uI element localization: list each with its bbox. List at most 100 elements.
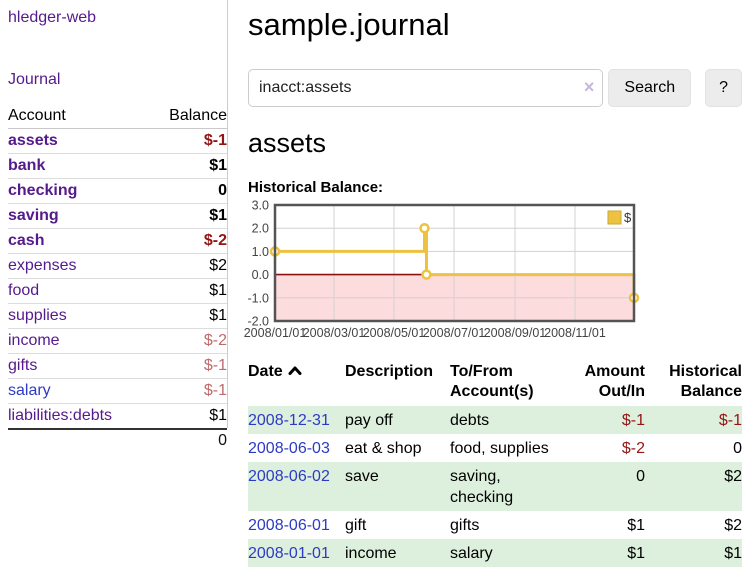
x-axis-tick-label: 2008/05/01	[363, 326, 426, 340]
search-help-button[interactable]: ?	[705, 69, 742, 107]
legend-label: $	[624, 210, 632, 225]
account-row: supplies $1	[8, 303, 227, 329]
sidebar-item-journal[interactable]: Journal	[8, 71, 61, 88]
account-balance: $-1	[148, 353, 227, 379]
account-balance: $1	[209, 407, 227, 424]
register-header-row: Date Description To/From Account(s) Amou…	[248, 360, 742, 406]
transaction-amount: 0	[636, 468, 645, 485]
account-name-cell: supplies	[8, 303, 149, 329]
balance-column-header: Balance	[148, 104, 227, 129]
chart-title: Historical Balance:	[248, 179, 384, 196]
register-row: 2008-06-03 eat & shop food, supplies $-2 0	[248, 434, 742, 462]
account-row: bank $1	[8, 153, 227, 179]
y-axis-tick-label: 0.0	[252, 268, 269, 282]
account-row: food $1	[8, 278, 227, 304]
account-balance: $1	[148, 203, 227, 229]
search-form: × Search ?	[248, 69, 742, 107]
y-axis-tick-label: 1.0	[252, 245, 269, 259]
account-column-header: Account	[8, 104, 149, 129]
x-axis-tick-label: 2008/09/01	[484, 326, 547, 340]
transaction-date-cell: 2008-12-31	[248, 406, 345, 434]
account-name-cell: gifts	[8, 353, 149, 379]
transaction-balance: $1	[724, 545, 742, 562]
clear-search-icon[interactable]: ×	[583, 77, 595, 97]
sidebar-account-link[interactable]: supplies	[8, 307, 67, 324]
search-button[interactable]: Search	[608, 69, 692, 107]
account-balance: $1	[148, 303, 227, 329]
sidebar-account-link[interactable]: food	[8, 282, 40, 299]
historical-balance-chart: $3.0 2.0 1.0 0.0 -1.0 -2.02008/01/012008/03/0…	[244, 199, 640, 340]
sidebar-account-link[interactable]: bank	[8, 157, 46, 174]
transaction-accounts: food, supplies	[450, 440, 549, 457]
account-name-cell: food	[8, 278, 149, 304]
transaction-date-link[interactable]: 2008-01-01	[248, 545, 330, 562]
main-content: sample.journal × Search ? assets Histori…	[244, 0, 742, 567]
transaction-date-cell: 2008-06-03	[248, 434, 345, 462]
accounts-table: Account Balance assets $-1 bank $1 checking 0…	[8, 104, 227, 452]
transaction-description: pay off	[345, 412, 393, 429]
sidebar: hledger-web Journal Account Balance asse…	[8, 0, 227, 452]
transaction-balance: $2	[724, 517, 742, 534]
x-axis-tick-label: 2008/03/01	[303, 326, 366, 340]
account-name-cell: expenses	[8, 253, 149, 279]
account-balance: $-1	[148, 128, 227, 154]
transaction-date-link[interactable]: 2008-06-02	[248, 468, 330, 485]
y-axis-tick-label: -2.0	[247, 315, 269, 329]
amount-column-header: Amount Out/In	[584, 363, 645, 400]
account-name-cell: saving	[8, 203, 149, 229]
account-name-cell: cash	[8, 228, 149, 254]
sidebar-account-link[interactable]: salary	[8, 382, 51, 399]
account-row: cash $-2	[8, 228, 227, 254]
accounts-total-row: 0	[8, 428, 227, 452]
accounts-total-spacer	[8, 428, 149, 452]
transaction-date-cell: 2008-06-01	[248, 511, 345, 539]
description-column-header: Description	[345, 363, 434, 380]
data-point-marker	[419, 222, 430, 234]
register-row: 2008-06-02 save saving, checking 0 $2	[248, 462, 742, 511]
app-title-link[interactable]: hledger-web	[8, 9, 97, 26]
plot-border	[273, 203, 636, 323]
data-point-marker	[421, 269, 432, 280]
y-axis-tick-label: 2.0	[252, 222, 269, 236]
sidebar-account-link[interactable]: income	[8, 332, 60, 349]
account-balance: $-2	[148, 228, 227, 254]
transaction-description: save	[345, 468, 379, 485]
sidebar-account-link[interactable]: cash	[8, 232, 45, 249]
sidebar-account-link[interactable]: assets	[8, 132, 58, 149]
sidebar-account-link[interactable]: liabilities:debts	[8, 407, 113, 424]
y-axis-tick-label: 3.0	[252, 199, 269, 213]
chart-container: $3.0 2.0 1.0 0.0 -1.0 -2.0 2008/01/01 2008/03/0…	[240, 198, 742, 344]
balance-column-header-main: Historical Balance	[669, 363, 742, 400]
transaction-date-link[interactable]: 2008-12-31	[248, 412, 330, 429]
transaction-date-cell: 2008-01-01	[248, 539, 345, 567]
transaction-amount: $1	[627, 545, 645, 562]
transaction-balance: $2	[724, 468, 742, 485]
account-balance: $-2	[148, 328, 227, 354]
transaction-date-link[interactable]: 2008-06-03	[248, 440, 330, 457]
sidebar-account-link[interactable]: checking	[8, 182, 78, 199]
accounts-table-header: Account Balance	[8, 104, 227, 129]
transaction-date-link[interactable]: 2008-06-01	[248, 517, 330, 534]
account-row: expenses $2	[8, 253, 227, 279]
transaction-balance: 0	[733, 440, 742, 457]
transaction-accounts: saving, checking	[450, 468, 514, 506]
account-row: income $-2	[8, 328, 227, 354]
account-row: saving $1	[8, 203, 227, 229]
transaction-date-cell: 2008-06-02	[248, 462, 345, 511]
accounts-column-header: To/From Account(s)	[450, 363, 534, 400]
account-name-cell: bank	[8, 153, 149, 179]
sidebar-account-link[interactable]: gifts	[8, 357, 38, 374]
sidebar-account-link[interactable]: expenses	[8, 257, 77, 274]
account-name-cell: checking	[8, 178, 149, 204]
x-axis-tick-label: 2008/01/01	[244, 326, 307, 340]
sidebar-account-link[interactable]: saving	[8, 207, 59, 224]
register-row: 2008-12-31 pay off debts $-1 $-1	[248, 406, 742, 434]
sidebar-divider	[227, 0, 228, 428]
search-input-wrap: ×	[248, 69, 604, 107]
date-column-header[interactable]: Date	[248, 360, 345, 406]
search-input[interactable]	[248, 69, 604, 107]
account-row: liabilities:debts $1	[8, 404, 227, 430]
account-row: salary $-1	[8, 378, 227, 404]
register-table: Date Description To/From Account(s) Amou…	[248, 360, 742, 567]
legend-swatch	[607, 210, 622, 225]
